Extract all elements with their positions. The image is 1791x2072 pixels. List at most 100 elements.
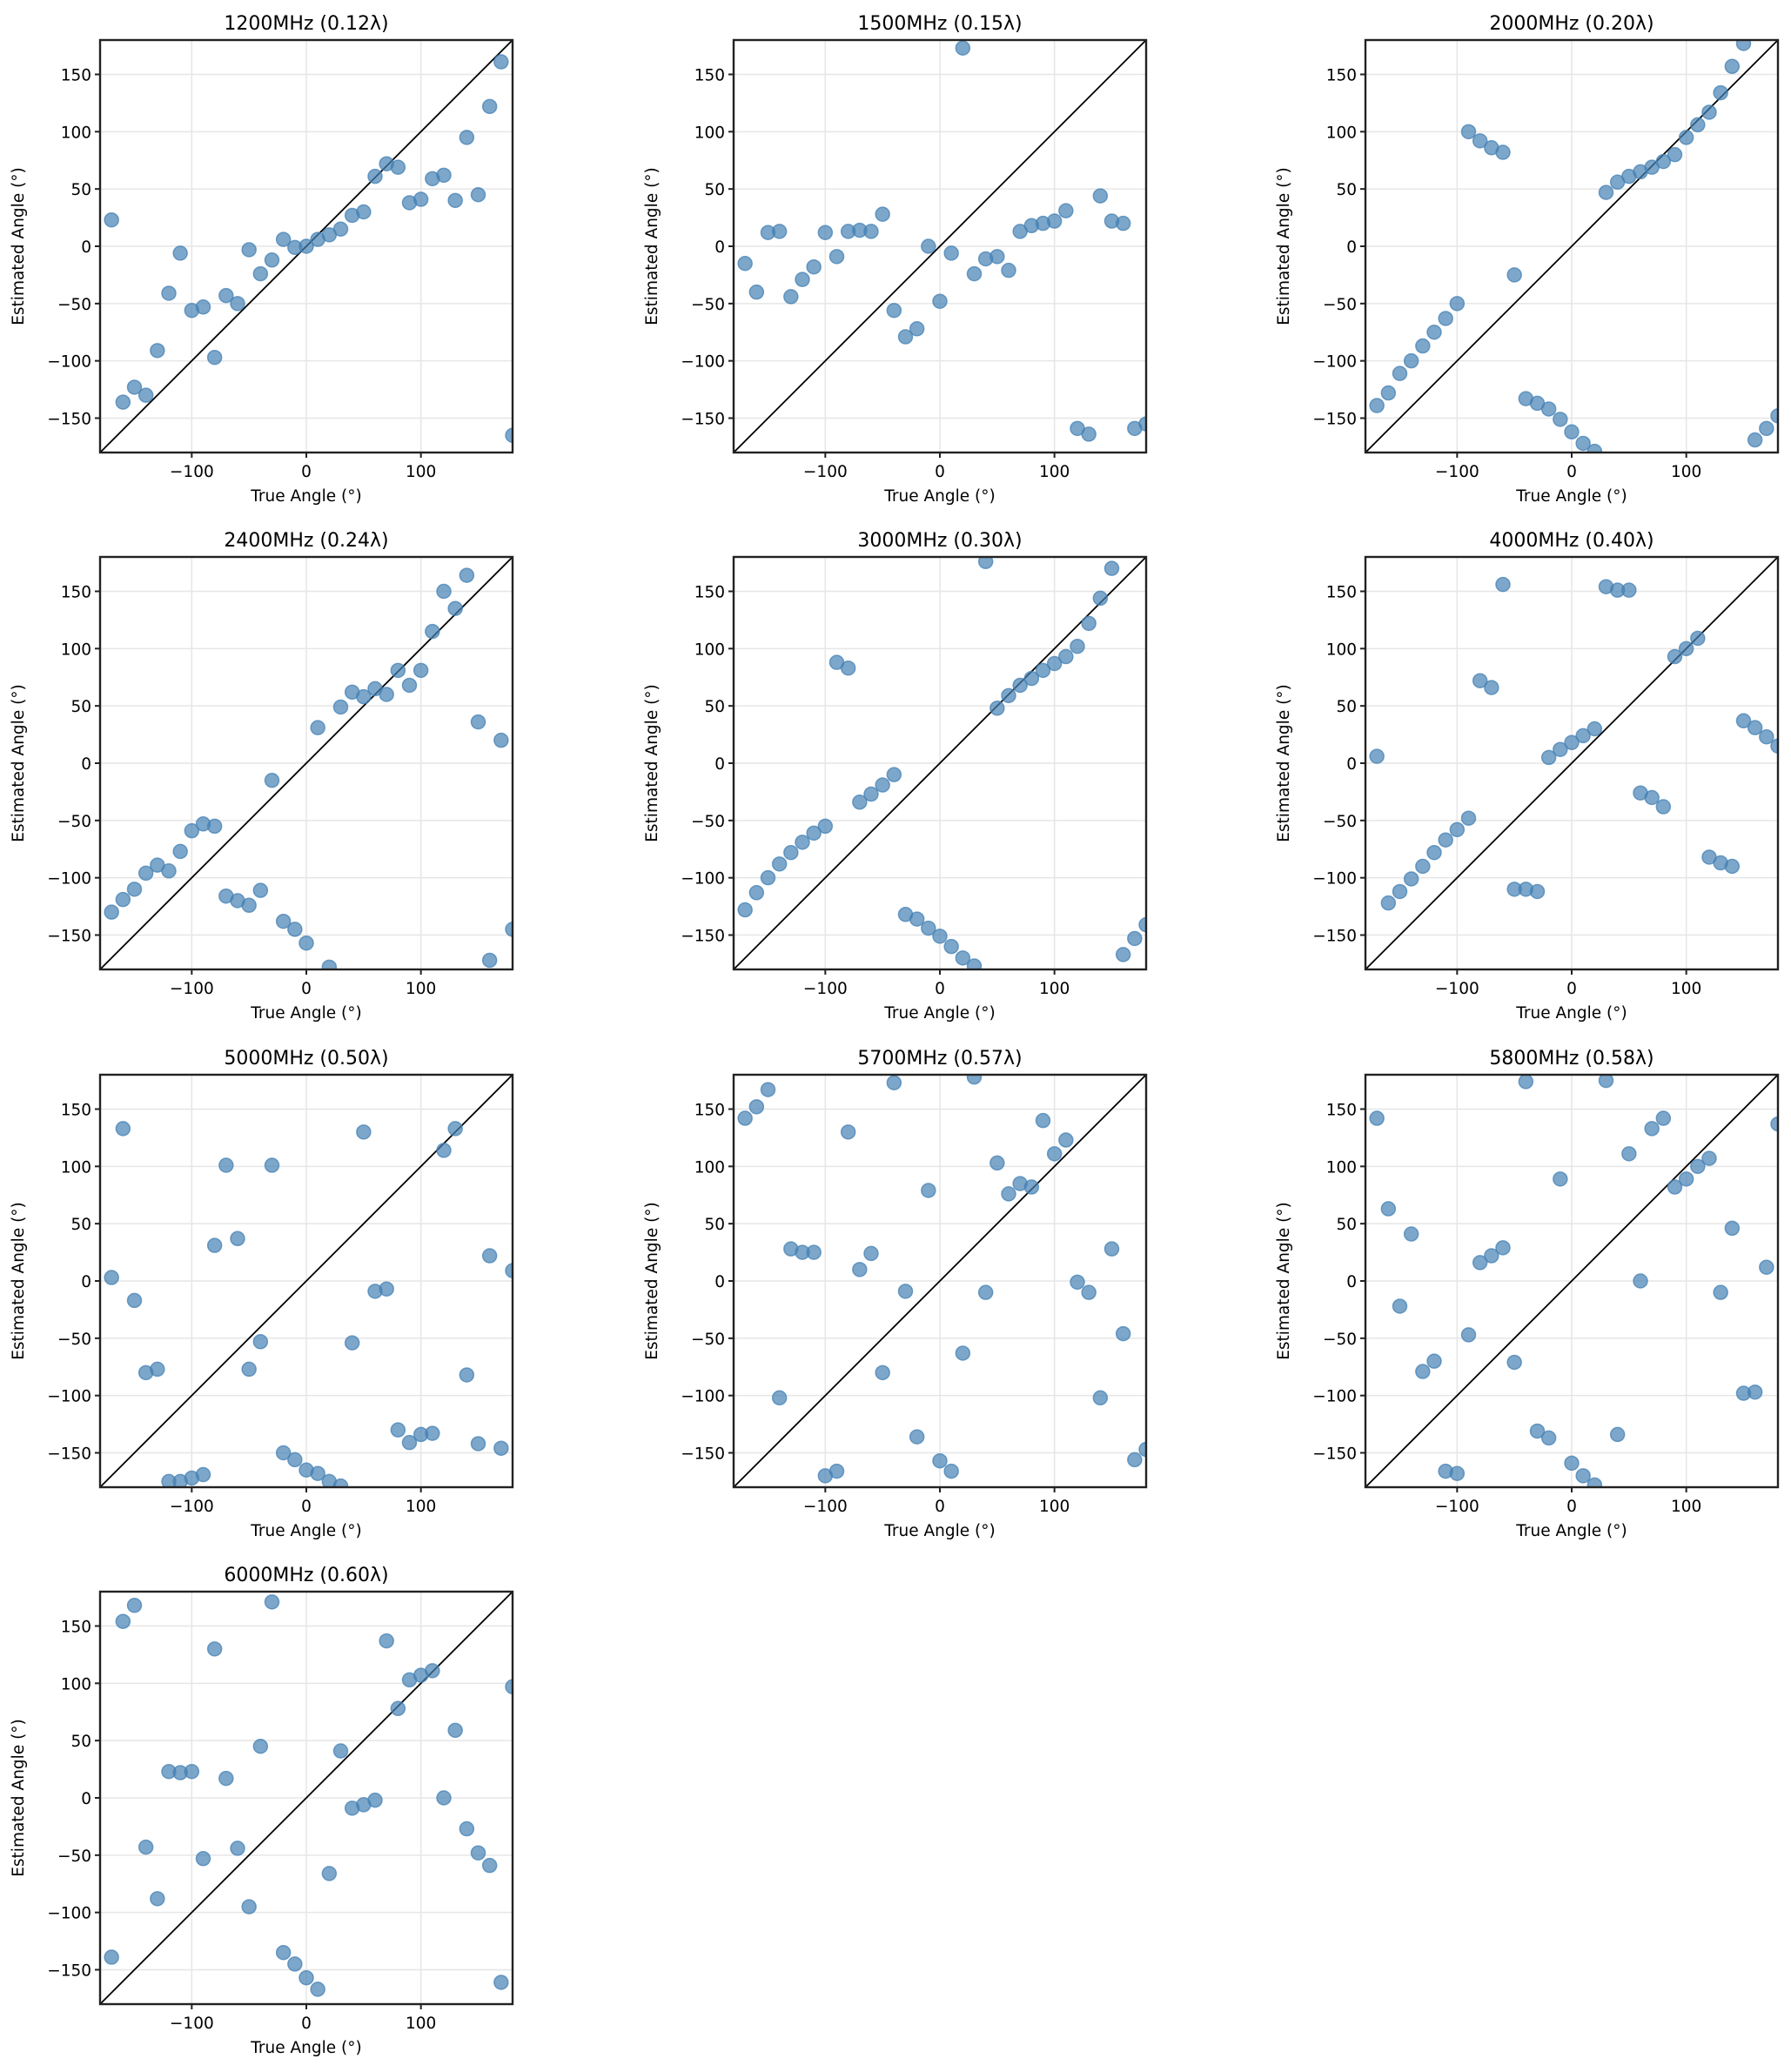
scatter-points (1369, 576, 1778, 911)
x-tick-label: 100 (1039, 1498, 1070, 1516)
x-axis-label: True Angle (°) (1515, 1522, 1627, 1540)
data-point (852, 795, 868, 810)
data-point (264, 1594, 280, 1610)
data-point (989, 1155, 1005, 1171)
data-point (390, 662, 406, 679)
data-point (1621, 582, 1637, 598)
data-point (126, 1292, 143, 1309)
reference-line (734, 1075, 1146, 1487)
data-point (1667, 146, 1683, 163)
data-point (310, 1465, 325, 1481)
data-point (252, 1334, 269, 1350)
x-tick-label: −100 (803, 980, 848, 998)
scatter-points (1369, 40, 1778, 453)
data-point (264, 252, 280, 268)
y-tick-label: −50 (57, 813, 91, 831)
data-point (863, 1245, 879, 1262)
data-point (425, 1425, 440, 1441)
data-point (1392, 883, 1408, 900)
data-point (932, 929, 948, 944)
data-point (737, 256, 753, 272)
y-tick-label: 100 (694, 124, 725, 142)
data-point (943, 245, 959, 261)
data-point (390, 1422, 406, 1438)
data-point (332, 699, 349, 715)
data-point (206, 1641, 223, 1657)
data-point (1380, 895, 1397, 911)
x-axis-label: True Angle (°) (250, 2039, 361, 2057)
subplot-title: 1200MHz (0.12λ) (224, 13, 388, 35)
data-point (275, 1945, 292, 1961)
data-point (1449, 296, 1466, 312)
data-point (863, 786, 879, 802)
y-tick-label: 0 (81, 1790, 91, 1808)
x-tick-label: 0 (1566, 980, 1577, 998)
data-point (104, 904, 119, 920)
y-tick-label: 50 (70, 181, 91, 199)
data-point (172, 245, 188, 261)
data-point (1540, 1430, 1557, 1446)
data-point (332, 1478, 349, 1487)
data-point (1449, 1465, 1466, 1481)
data-point (1138, 916, 1146, 933)
data-point (401, 1434, 418, 1451)
y-tick-label: −150 (47, 1962, 91, 1981)
data-point (1058, 203, 1074, 218)
scatter-points (104, 54, 513, 443)
y-tick-label: −50 (57, 1847, 91, 1866)
data-point (1644, 1121, 1660, 1137)
y-axis-label: Estimated Angle (°) (643, 167, 661, 325)
data-point (459, 130, 475, 145)
data-point (817, 225, 834, 240)
subplot-title: 2000MHz (0.20λ) (1489, 13, 1653, 35)
data-point (1495, 576, 1511, 593)
y-tick-label: 50 (70, 1216, 91, 1234)
data-point (1553, 412, 1568, 427)
y-tick-label: −50 (1323, 1331, 1357, 1349)
data-point (1138, 416, 1146, 432)
x-tick-label: 100 (406, 980, 436, 998)
data-point (1735, 40, 1752, 51)
data-point (897, 329, 914, 345)
data-point (1690, 630, 1706, 647)
data-point (138, 1839, 154, 1855)
data-point (1380, 385, 1397, 401)
x-tick-label: −100 (803, 1498, 848, 1516)
data-point (1415, 1364, 1431, 1379)
data-point (1103, 560, 1120, 576)
data-point (748, 1099, 765, 1115)
data-point (1770, 1116, 1778, 1132)
data-point (1070, 1274, 1085, 1291)
data-point (1633, 1273, 1648, 1289)
data-point (771, 224, 788, 239)
data-point (241, 242, 257, 258)
data-point (1701, 1150, 1717, 1166)
data-point (897, 1284, 914, 1299)
data-point (1655, 1110, 1672, 1126)
reference-line (1365, 1075, 1778, 1487)
x-tick-label: 100 (1039, 980, 1070, 998)
data-point (783, 289, 799, 305)
data-point (1460, 1327, 1477, 1343)
data-point (493, 1975, 509, 1990)
data-point (806, 1244, 822, 1260)
data-point (1460, 810, 1477, 826)
data-point (126, 379, 143, 395)
y-tick-label: −100 (1312, 870, 1357, 888)
data-point (1472, 673, 1488, 688)
data-point (852, 1262, 868, 1277)
data-point (1438, 311, 1453, 326)
y-tick-label: 100 (1326, 1158, 1357, 1177)
y-tick-label: 100 (1326, 640, 1357, 659)
data-point (275, 913, 292, 929)
data-point (955, 40, 971, 56)
y-tick-label: −150 (681, 411, 725, 429)
data-point (1415, 858, 1431, 875)
y-tick-label: 0 (714, 238, 725, 257)
data-point (1415, 338, 1431, 354)
data-point (241, 1899, 257, 1914)
data-point (909, 1429, 925, 1445)
data-point (1586, 443, 1603, 453)
data-point (287, 1956, 303, 1972)
y-tick-label: 0 (1346, 1273, 1357, 1291)
